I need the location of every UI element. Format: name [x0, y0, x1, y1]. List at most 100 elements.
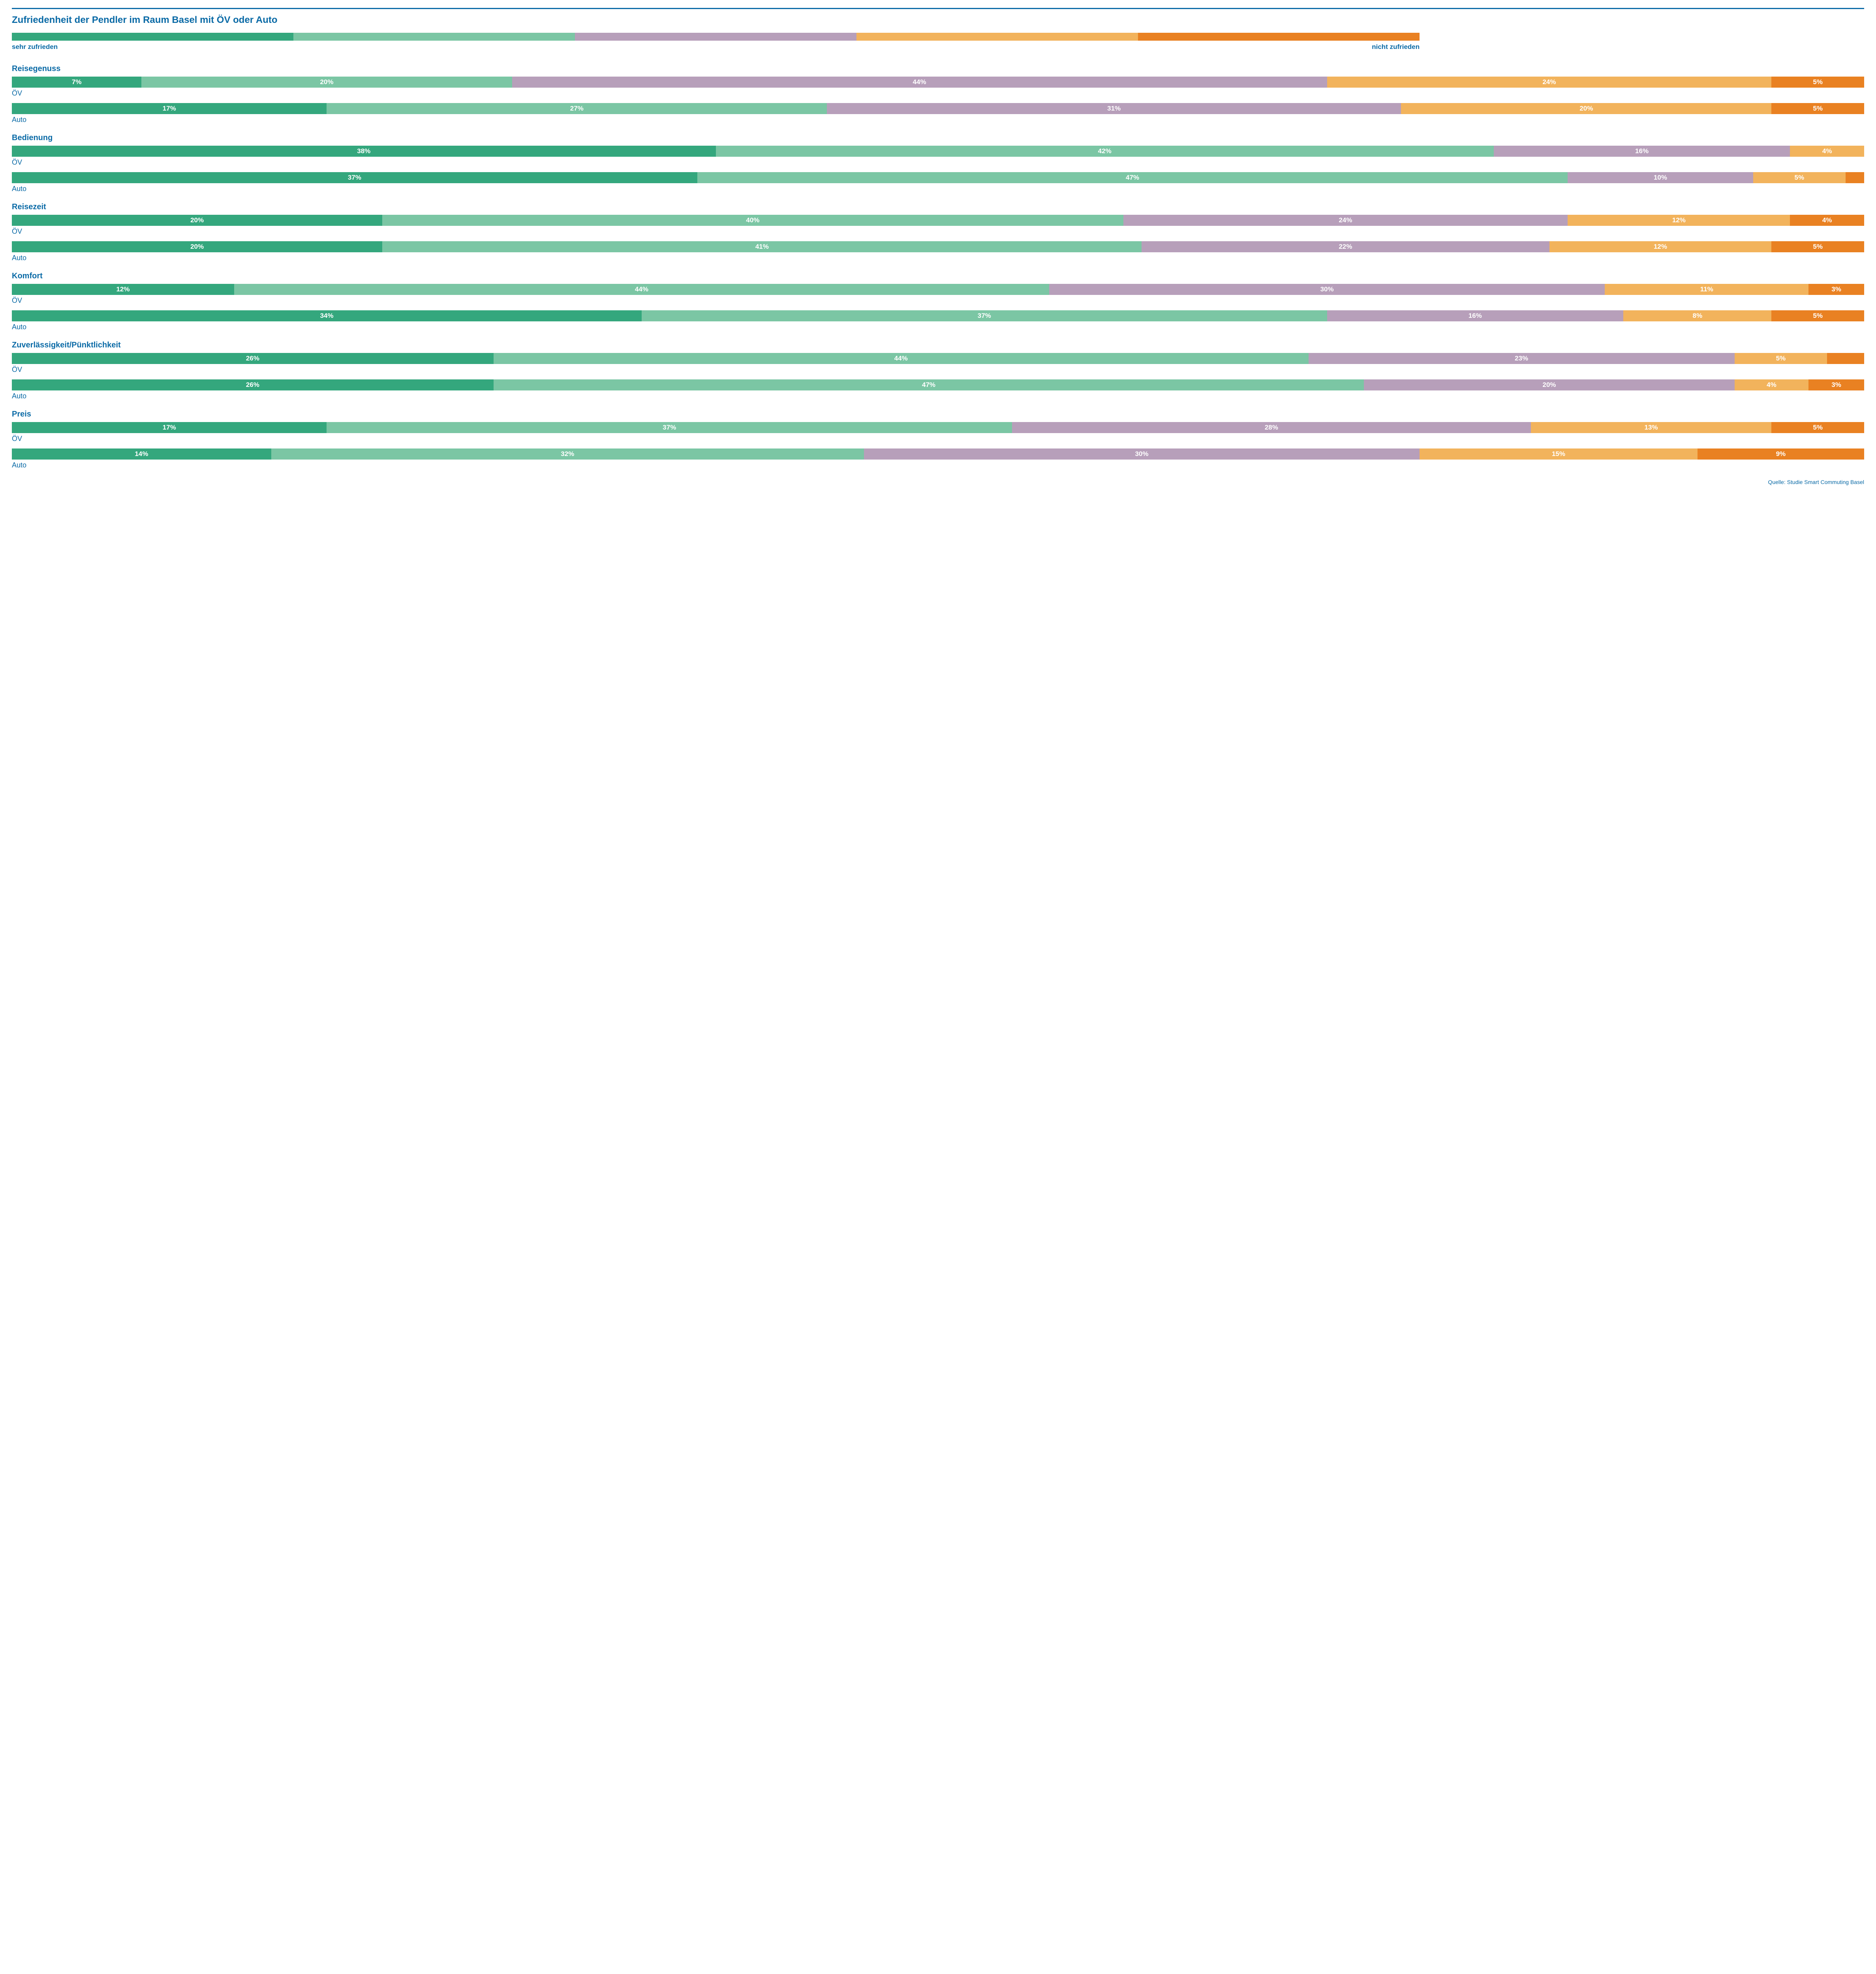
bar-segment: 15%	[1420, 448, 1698, 460]
bar-segment: 4%	[1790, 215, 1864, 226]
legend-right-label: nicht zufrieden	[1372, 43, 1420, 51]
bar-segment: 4%	[1735, 379, 1809, 390]
stacked-bar: 20%41%22%12%5%	[12, 241, 1864, 252]
stacked-bar: 14%32%30%15%9%	[12, 448, 1864, 460]
bar-segment: 20%	[1364, 379, 1734, 390]
bar-segment: 28%	[1012, 422, 1530, 433]
bar-segment: 14%	[12, 448, 271, 460]
bar-segment: 5%	[1771, 77, 1864, 88]
bar-segment: 5%	[1771, 241, 1864, 252]
bar-segment: 9%	[1698, 448, 1864, 460]
bar-segment: 30%	[864, 448, 1420, 460]
bar-segment: 12%	[12, 284, 234, 295]
bar-segment: 47%	[697, 172, 1568, 183]
bar-segment: 12%	[1549, 241, 1772, 252]
bar-segment: 8%	[1623, 310, 1771, 321]
bar-segment: 5%	[1735, 353, 1827, 364]
bar-segment: 3%	[1808, 284, 1864, 295]
category-title: Reisegenuss	[12, 64, 1864, 73]
category-title: Zuverlässigkeit/Pünktlichkeit	[12, 341, 1864, 350]
bar-segment	[1846, 172, 1864, 183]
bar-series-label: Auto	[12, 323, 1864, 331]
bar-segment: 44%	[494, 353, 1309, 364]
bar-series-label: Auto	[12, 185, 1864, 193]
bar-series-label: ÖV	[12, 158, 1864, 167]
stacked-bar: 38%42%16%4%	[12, 146, 1864, 157]
bar-series-label: ÖV	[12, 366, 1864, 374]
bar-segment: 20%	[12, 241, 382, 252]
bar-segment: 32%	[271, 448, 864, 460]
bar-segment: 16%	[1327, 310, 1624, 321]
category-title: Reisezeit	[12, 203, 1864, 212]
category-block: Reisegenuss7%20%44%24%5%ÖV17%27%31%20%5%…	[12, 64, 1864, 124]
bar-segment: 47%	[494, 379, 1364, 390]
chart-title: Zufriedenheit der Pendler im Raum Basel …	[12, 15, 1864, 26]
bar-segment: 13%	[1531, 422, 1772, 433]
legend-left-label: sehr zufrieden	[12, 43, 58, 51]
bar-segment: 5%	[1753, 172, 1846, 183]
bar-segment: 42%	[716, 146, 1494, 157]
category-title: Bedienung	[12, 133, 1864, 143]
bar-segment: 3%	[1808, 379, 1864, 390]
bar-series-label: ÖV	[12, 89, 1864, 98]
bar-segment: 44%	[512, 77, 1327, 88]
category-block: Preis 17%37%28%13%5% ÖV 14%32%30%15%9%Auto	[12, 410, 1864, 469]
bar-segment: 10%	[1568, 172, 1753, 183]
bar-segment: 5%	[1771, 422, 1864, 433]
category-title: Preis	[12, 410, 1864, 419]
legend-color-bar	[12, 33, 1420, 41]
bar-segment: 37%	[327, 422, 1012, 433]
category-block: Bedienung 38%42%16%4%ÖV 37%47%10%5% Auto	[12, 133, 1864, 193]
stacked-bar: 17%37%28%13%5%	[12, 422, 1864, 433]
chart-body: Reisegenuss7%20%44%24%5%ÖV17%27%31%20%5%…	[12, 64, 1864, 469]
bar-segment: 26%	[12, 353, 494, 364]
bar-segment: 20%	[1401, 103, 1771, 114]
category-block: Reisezeit20%40%24%12%4%ÖV20%41%22%12%5%A…	[12, 203, 1864, 262]
bar-segment: 7%	[12, 77, 141, 88]
bar-segment: 34%	[12, 310, 642, 321]
bar-segment: 5%	[1771, 103, 1864, 114]
bar-series-label: ÖV	[12, 435, 1864, 443]
bar-series-label: Auto	[12, 461, 1864, 469]
bar-segment: 16%	[1494, 146, 1790, 157]
top-rule	[12, 8, 1864, 9]
bar-segment: 5%	[1771, 310, 1864, 321]
bar-segment: 24%	[1123, 215, 1568, 226]
bar-series-label: Auto	[12, 254, 1864, 262]
stacked-bar: 12%44%30%11%3%	[12, 284, 1864, 295]
bar-series-label: Auto	[12, 116, 1864, 124]
bar-segment: 17%	[12, 422, 327, 433]
bar-segment: 20%	[141, 77, 512, 88]
bar-segment: 40%	[382, 215, 1123, 226]
bar-segment: 20%	[12, 215, 382, 226]
bar-segment: 11%	[1605, 284, 1808, 295]
bar-series-label: ÖV	[12, 227, 1864, 236]
bar-segment	[1827, 353, 1864, 364]
bar-segment: 38%	[12, 146, 716, 157]
legend-labels: sehr zufrieden nicht zufrieden	[12, 43, 1420, 51]
bar-segment: 4%	[1790, 146, 1864, 157]
bar-segment: 37%	[642, 310, 1327, 321]
bar-segment: 31%	[827, 103, 1401, 114]
bar-series-label: ÖV	[12, 296, 1864, 305]
stacked-bar: 26%47%20%4%3%	[12, 379, 1864, 390]
bar-segment: 23%	[1309, 353, 1735, 364]
bar-series-label: Auto	[12, 392, 1864, 400]
stacked-bar: 37%47%10%5%	[12, 172, 1864, 183]
stacked-bar: 7%20%44%24%5%	[12, 77, 1864, 88]
bar-segment: 17%	[12, 103, 327, 114]
category-block: Komfort 12%44%30%11%3%ÖV 34%37%16%8%5% Auto	[12, 272, 1864, 331]
bar-segment: 27%	[327, 103, 827, 114]
source-text: Quelle: Studie Smart Commuting Basel	[12, 479, 1864, 485]
bar-segment: 24%	[1327, 77, 1772, 88]
category-title: Komfort	[12, 272, 1864, 281]
bar-segment: 12%	[1568, 215, 1790, 226]
bar-segment: 44%	[234, 284, 1049, 295]
stacked-bar: 34%37%16%8%5%	[12, 310, 1864, 321]
bar-segment: 41%	[382, 241, 1142, 252]
bar-segment: 37%	[12, 172, 697, 183]
stacked-bar: 20%40%24%12%4%	[12, 215, 1864, 226]
bar-segment: 30%	[1049, 284, 1605, 295]
stacked-bar: 26%44%23%5%	[12, 353, 1864, 364]
bar-segment: 26%	[12, 379, 494, 390]
